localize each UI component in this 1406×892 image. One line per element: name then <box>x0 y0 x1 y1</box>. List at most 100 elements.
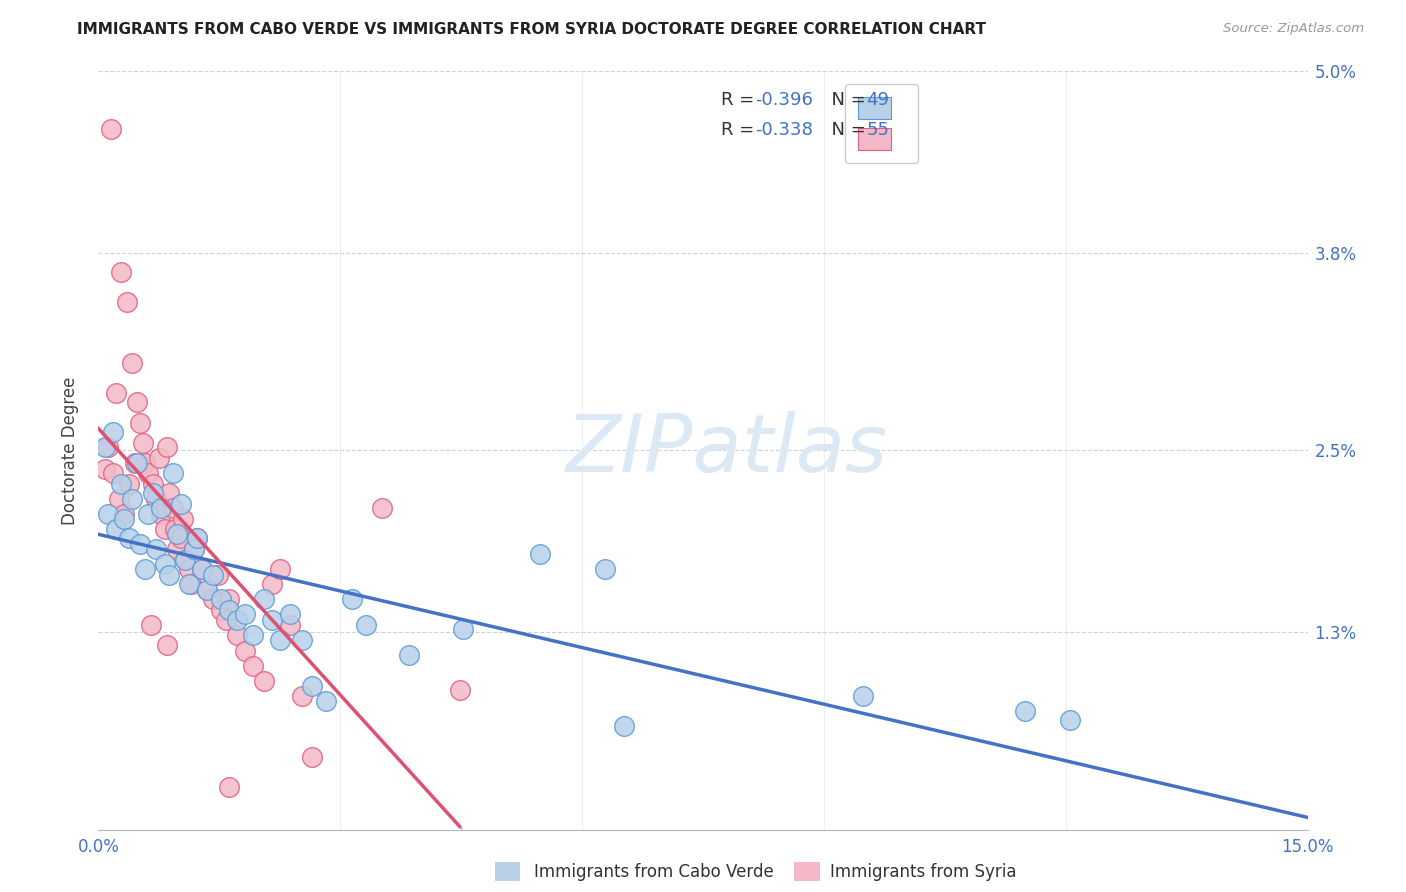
Point <box>242 658 264 673</box>
Point <box>142 476 165 491</box>
Point <box>118 532 141 546</box>
Point <box>278 607 301 622</box>
Point <box>110 264 132 278</box>
FancyBboxPatch shape <box>787 856 827 887</box>
Point <box>121 355 143 369</box>
Point <box>186 532 208 546</box>
Point <box>613 719 636 733</box>
Point <box>156 638 179 652</box>
Point <box>342 592 364 607</box>
Point <box>177 562 200 576</box>
Point <box>105 385 128 400</box>
Point <box>269 562 291 576</box>
Point <box>215 613 238 627</box>
Point <box>233 643 256 657</box>
Text: 55: 55 <box>866 121 889 139</box>
Point <box>118 476 141 491</box>
Point <box>156 441 179 455</box>
Point <box>169 532 191 546</box>
Point <box>166 526 188 541</box>
Point <box>134 456 156 470</box>
Point <box>218 592 240 607</box>
Point <box>242 628 264 642</box>
Point <box>186 532 208 546</box>
Point <box>183 541 205 557</box>
Point <box>226 613 249 627</box>
Point <box>1014 704 1036 718</box>
Text: 49: 49 <box>866 91 889 109</box>
Text: -0.396: -0.396 <box>755 91 813 109</box>
Text: R =: R = <box>721 91 761 109</box>
Point <box>132 436 155 450</box>
Point <box>190 562 212 576</box>
Point <box>593 562 616 576</box>
Point <box>124 456 146 470</box>
Point <box>150 507 173 521</box>
Point <box>153 557 176 572</box>
Point <box>163 522 186 536</box>
Point <box>354 617 377 632</box>
Y-axis label: Doctorate Degree: Doctorate Degree <box>60 376 79 524</box>
Point <box>121 491 143 506</box>
Point <box>138 466 160 480</box>
Point <box>1059 714 1081 728</box>
Point <box>201 592 224 607</box>
Point <box>301 749 323 764</box>
Point <box>253 592 276 607</box>
Point <box>449 683 471 698</box>
Text: N =: N = <box>820 91 872 109</box>
Point <box>94 461 117 475</box>
Point <box>142 486 165 500</box>
Point <box>145 541 167 557</box>
Point <box>105 522 128 536</box>
Point <box>180 577 202 591</box>
FancyBboxPatch shape <box>489 856 527 887</box>
Point <box>127 395 149 409</box>
Point <box>269 633 291 648</box>
Point <box>190 562 212 576</box>
Point <box>174 552 197 566</box>
Point <box>253 673 276 688</box>
Point <box>209 603 232 617</box>
Point <box>451 623 474 637</box>
Point <box>112 512 135 526</box>
Point <box>145 491 167 506</box>
Point <box>290 689 312 703</box>
Point <box>162 466 184 480</box>
Point <box>177 577 200 591</box>
Point <box>162 501 184 516</box>
Point <box>233 607 256 622</box>
Point <box>398 648 420 662</box>
Point <box>101 466 124 480</box>
Point <box>150 501 173 516</box>
Text: ZIPatlas: ZIPatlas <box>567 411 889 490</box>
Point <box>260 577 283 591</box>
Point <box>195 582 218 597</box>
Point <box>97 507 120 521</box>
Point <box>183 541 205 557</box>
Point <box>226 628 249 642</box>
Point <box>129 537 152 551</box>
Point <box>209 592 232 607</box>
Point <box>371 501 394 516</box>
Point <box>852 689 875 703</box>
Point <box>139 617 162 632</box>
Point <box>101 425 124 440</box>
Point <box>207 567 229 582</box>
Point <box>148 450 170 466</box>
Point <box>94 441 117 455</box>
Point <box>134 562 156 576</box>
Text: Source: ZipAtlas.com: Source: ZipAtlas.com <box>1223 22 1364 36</box>
Point <box>127 456 149 470</box>
Point <box>169 496 191 510</box>
Point <box>195 582 218 597</box>
Point <box>260 613 283 627</box>
Point <box>218 780 240 794</box>
Point <box>157 567 180 582</box>
Point <box>153 522 176 536</box>
Point <box>138 507 160 521</box>
Text: N =: N = <box>820 121 872 139</box>
Text: -0.338: -0.338 <box>755 121 813 139</box>
Text: Immigrants from Syria: Immigrants from Syria <box>830 863 1017 881</box>
Point <box>290 633 312 648</box>
